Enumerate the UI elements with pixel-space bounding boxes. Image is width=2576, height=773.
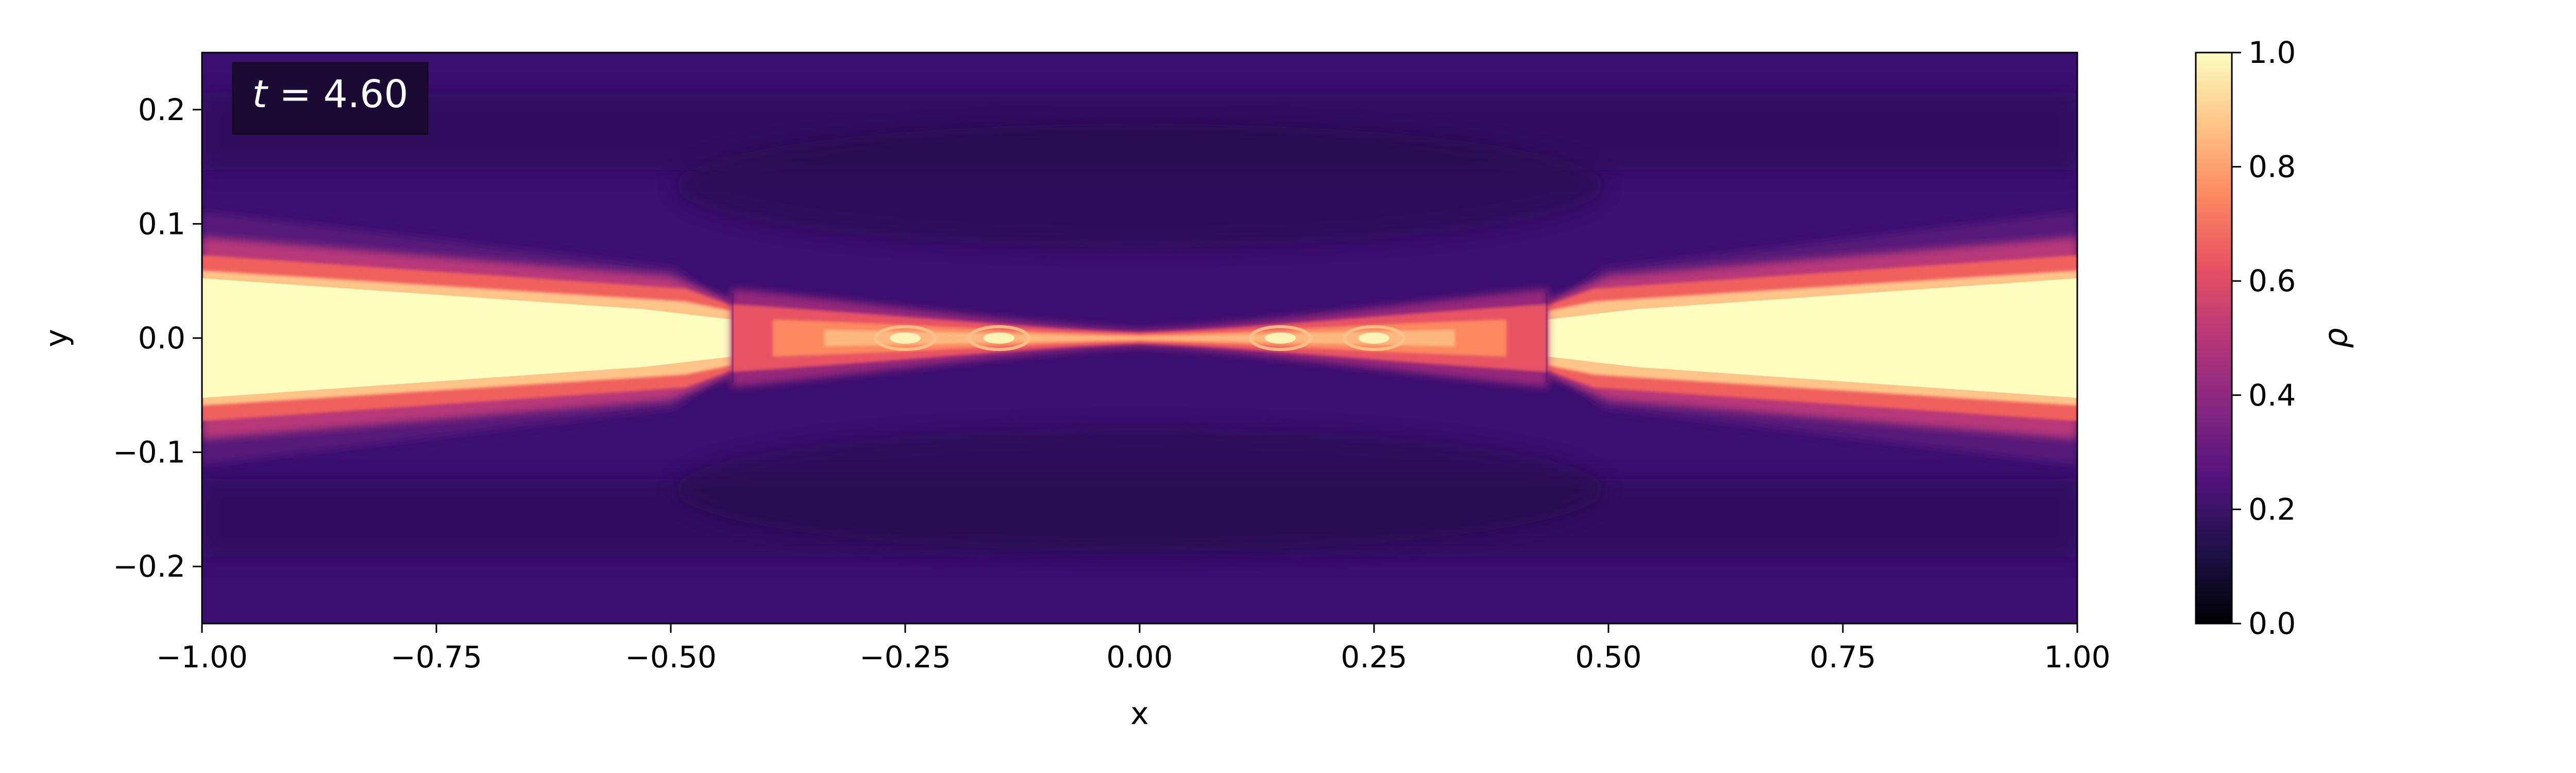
colorbar-fill <box>2196 53 2232 624</box>
x-tick-label: 1.00 <box>2044 640 2110 675</box>
vortex-ring <box>1249 325 1312 351</box>
vortex-core <box>1359 332 1389 344</box>
left-dense-jet <box>202 211 804 465</box>
colorbar-tick-label: 1.0 <box>2248 35 2296 70</box>
x-tick-label: 0.75 <box>1809 640 1876 675</box>
x-tick-label: −0.75 <box>391 640 482 675</box>
colorbar-frame <box>2195 52 2233 625</box>
time-annotation-value: 4.60 <box>324 72 409 116</box>
y-tick-label: −0.2 <box>113 549 185 584</box>
density-heatmap <box>202 53 2077 624</box>
y-tick-label: 0.1 <box>138 206 185 241</box>
colorbar-label: ρ <box>2317 328 2354 348</box>
colorbar-ticks: 0.0 0.2 0.4 0.6 0.8 1.0 <box>2232 35 2296 641</box>
y-axis-label: y <box>39 329 75 347</box>
colorbar-tick-label: 0.8 <box>2248 149 2296 184</box>
y-tick-label: 0.0 <box>138 321 185 356</box>
y-tick-label: −0.1 <box>113 435 185 470</box>
colorbar-tick-label: 0.2 <box>2248 492 2296 527</box>
x-tick-label: −0.50 <box>625 640 717 675</box>
x-axis-label: x <box>1130 696 1149 732</box>
x-tick-label: −0.25 <box>859 640 951 675</box>
vortex-layer <box>874 325 1405 351</box>
y-axis-ticks: −0.2 −0.1 0.0 0.1 0.2 <box>113 92 202 584</box>
central-shear-layer <box>732 289 1548 388</box>
x-tick-label: 0.50 <box>1575 640 1641 675</box>
x-axis-ticks: −1.00 −0.75 −0.50 −0.25 0.00 0.25 0.50 0.75 1.00 <box>156 624 2111 675</box>
vortex-ring <box>968 325 1030 351</box>
time-annotation-prefix: t = <box>252 72 324 116</box>
central-dark-region-top <box>676 124 1603 247</box>
x-tick-label: 0.25 <box>1341 640 1407 675</box>
time-annotation: t = 4.60 <box>232 62 429 135</box>
central-dark-region-bottom <box>676 428 1603 551</box>
x-tick-label: 0.00 <box>1106 640 1173 675</box>
time-annotation-box <box>232 62 429 135</box>
vortex-ring <box>874 325 937 351</box>
colorbar-tick-label: 0.4 <box>2248 378 2296 413</box>
colorbar-tick-label: 0.0 <box>2248 606 2296 641</box>
vortex-core <box>890 332 921 344</box>
shock-fronts <box>732 294 1548 382</box>
colorbar-tick-label: 0.6 <box>2248 263 2296 298</box>
vortex-core <box>984 332 1014 344</box>
y-tick-label: 0.2 <box>138 92 185 127</box>
colorbar: 0.0 0.2 0.4 0.6 0.8 1.0 ρ <box>2195 35 2354 641</box>
x-tick-label: −1.00 <box>156 640 248 675</box>
vortex-core <box>1265 332 1296 344</box>
right-dense-jet <box>1476 211 2077 465</box>
vortex-ring <box>1343 325 1405 351</box>
svg-text:t = 4.60: t = 4.60 <box>252 72 409 116</box>
